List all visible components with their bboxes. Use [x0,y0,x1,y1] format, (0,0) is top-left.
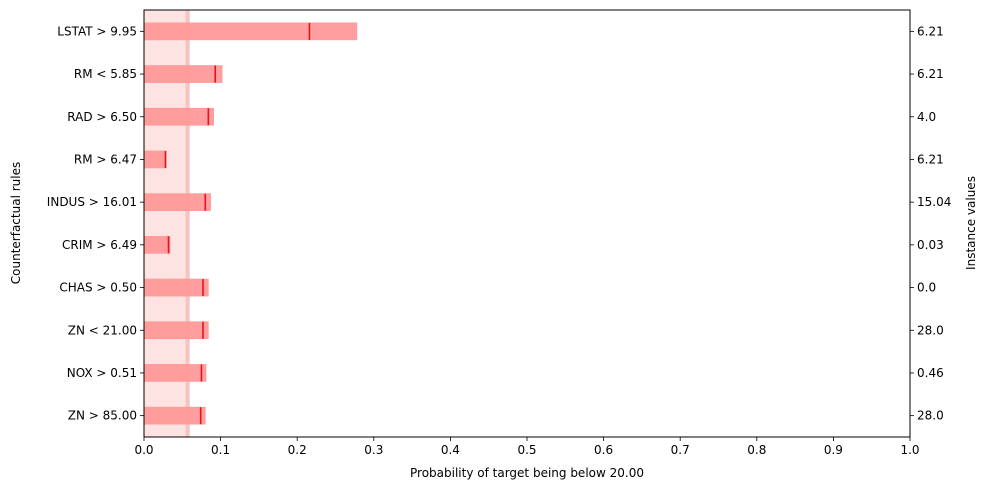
rule-bar [143,22,358,41]
instance-value-label: 6.21 [917,24,944,38]
rule-bar [143,193,211,211]
instance-value-label: 0.0 [917,281,936,295]
instance-value-label: 4.0 [917,110,936,124]
rule-label: ZN < 21.00 [68,323,137,337]
bars-layer [143,22,358,425]
rule-bar [143,406,206,425]
x-tick-label: 0.2 [288,443,307,457]
rule-bar [143,321,209,340]
instance-value-label: 28.0 [917,409,944,423]
rule-label: NOX > 0.51 [67,366,137,380]
x-tick-label: 0.0 [134,443,153,457]
x-tick-label: 0.6 [594,443,613,457]
instance-value-label: 0.03 [917,238,944,252]
rule-label: RM < 5.85 [74,67,137,81]
x-tick-label: 0.7 [671,443,690,457]
x-tick-label: 0.8 [747,443,766,457]
rule-bar [143,364,207,382]
rule-bar [143,107,215,126]
rule-bar [143,278,209,297]
rule-bar [143,65,223,83]
right-axis-label: Instance values [964,176,978,270]
rule-bar [143,150,167,169]
x-tick-label: 0.1 [211,443,230,457]
baseline-band-median [185,10,190,437]
y-axis-label: Counterfactual rules [9,162,23,284]
rule-bar [143,236,171,254]
x-tick-label: 1.0 [900,443,919,457]
x-tick-label: 0.4 [441,443,460,457]
rule-label: RM > 6.47 [74,152,137,166]
rule-label: RAD > 6.50 [67,110,137,124]
rule-label: INDUS > 16.01 [47,195,137,209]
x-tick-label: 0.9 [824,443,843,457]
instance-value-label: 6.21 [917,152,944,166]
x-tick-label: 0.3 [364,443,383,457]
instance-value-label: 28.0 [917,323,944,337]
axes-layer: 0.0 0.1 0.2 0.3 0.4 0.5 0.6 0.7 0.8 0.9 1.0 LSTAT >… [47,24,952,457]
x-axis-label: Probability of target being below 20.00 [410,466,644,480]
rule-label: CRIM > 6.49 [62,238,137,252]
rule-label: CHAS > 0.50 [59,281,137,295]
rule-label: ZN > 85.00 [68,409,137,423]
rule-label: LSTAT > 9.95 [57,24,137,38]
instance-value-label: 0.46 [917,366,944,380]
instance-value-label: 15.04 [917,195,951,209]
x-tick-label: 0.5 [517,443,536,457]
instance-value-label: 6.21 [917,67,944,81]
